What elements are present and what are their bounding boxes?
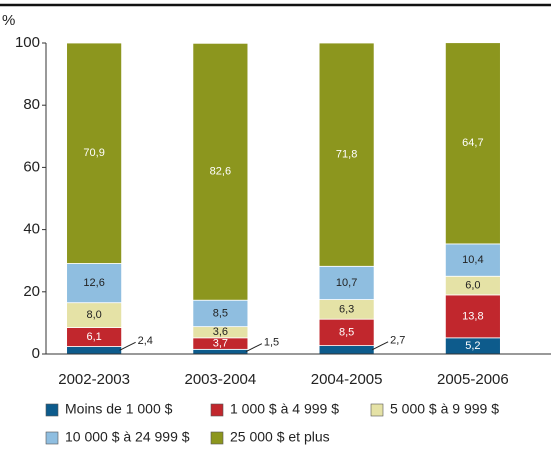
legend-label: 25 000 $ et plus xyxy=(230,429,330,445)
value-label: 64,7 xyxy=(462,137,483,149)
value-label: 2,7 xyxy=(390,335,405,347)
bar-segment xyxy=(318,318,375,347)
value-label: 71,8 xyxy=(336,149,357,161)
legend-swatch xyxy=(210,403,224,417)
leader-line xyxy=(119,341,136,351)
legend-label: Moins de 1 000 $ xyxy=(65,401,173,417)
x-tick-label: 2003-2004 xyxy=(185,371,257,388)
bar-segment xyxy=(66,346,123,355)
value-label: 6,0 xyxy=(465,279,480,291)
y-tick-label: 0 xyxy=(32,345,40,362)
value-label: 5,2 xyxy=(465,340,480,352)
bar-segment xyxy=(192,42,249,301)
bar-segment xyxy=(318,42,375,267)
bar-segment xyxy=(66,263,123,304)
legend-swatch xyxy=(210,431,224,445)
value-label: 12,6 xyxy=(83,277,104,289)
leader-line xyxy=(371,341,389,351)
bar-segment xyxy=(444,42,501,245)
bar-segment xyxy=(66,42,123,264)
leader-line xyxy=(245,343,263,353)
y-tick-label: 60 xyxy=(23,158,40,175)
value-label: 3,6 xyxy=(213,326,228,338)
value-label: 10,7 xyxy=(336,277,357,289)
value-label: 13,8 xyxy=(462,310,483,322)
value-label: 8,0 xyxy=(86,309,101,321)
value-label: 1,5 xyxy=(264,337,279,349)
value-label: 3,7 xyxy=(213,337,228,349)
legend-label: 10 000 $ à 24 999 $ xyxy=(65,429,190,445)
y-tick-label: 100 xyxy=(15,34,40,51)
x-tick-label: 2005-2006 xyxy=(437,371,509,388)
legend-swatch xyxy=(45,431,59,445)
bar-segment xyxy=(66,302,123,328)
bar-segment xyxy=(192,348,249,355)
value-label: 6,1 xyxy=(86,331,101,343)
legend-label: 1 000 $ à 4 999 $ xyxy=(230,401,339,417)
y-tick-label: 40 xyxy=(23,221,40,238)
legend-label: 5 000 $ à 9 999 $ xyxy=(390,401,499,417)
x-tick-label: 2002-2003 xyxy=(58,371,130,388)
value-label: 82,6 xyxy=(210,166,231,178)
y-tick-label: 20 xyxy=(23,283,40,300)
value-label: 70,9 xyxy=(83,147,104,159)
value-label: 2,4 xyxy=(138,335,153,347)
value-label: 8,5 xyxy=(213,307,228,319)
bar-segment xyxy=(444,294,501,339)
legend-swatch xyxy=(370,403,384,417)
legend-swatch xyxy=(45,403,59,417)
value-label: 6,3 xyxy=(339,303,354,315)
bar-segment xyxy=(318,345,375,355)
y-axis-label: % xyxy=(2,12,15,29)
y-tick-label: 80 xyxy=(23,96,40,113)
bar-segment xyxy=(192,299,249,328)
value-label: 10,4 xyxy=(462,254,483,266)
bar-segment xyxy=(318,265,375,300)
value-label: 8,5 xyxy=(339,326,354,338)
x-tick-label: 2004-2005 xyxy=(311,371,383,388)
